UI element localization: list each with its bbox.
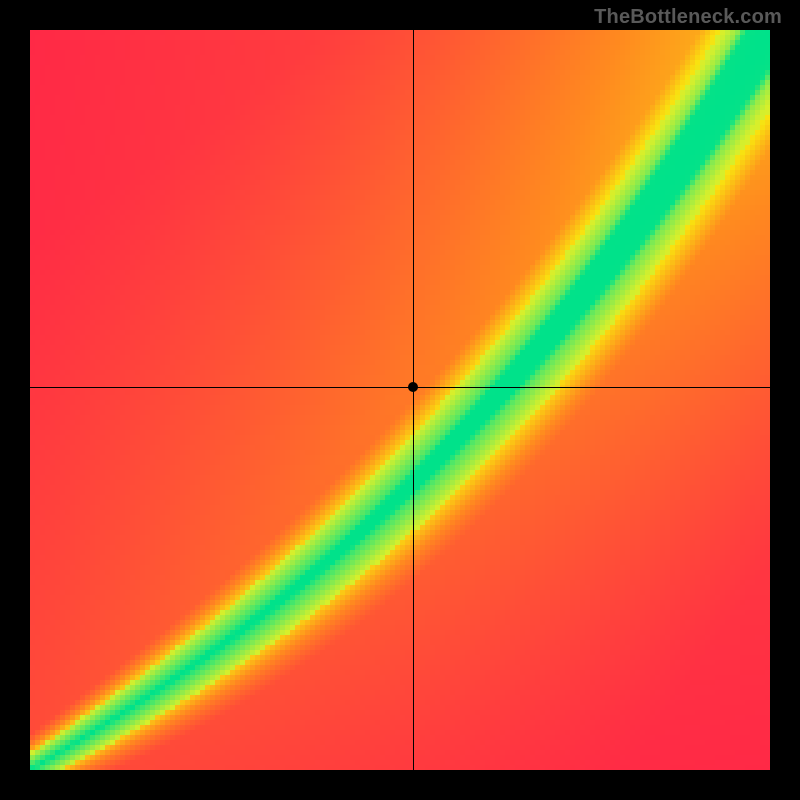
chart-frame: TheBottleneck.com (0, 0, 800, 800)
plot-area (30, 30, 770, 770)
watermark-text: TheBottleneck.com (594, 6, 782, 29)
crosshair-horizontal (30, 387, 770, 388)
crosshair-vertical (413, 30, 414, 770)
crosshair-marker (408, 382, 418, 392)
heatmap-canvas (30, 30, 770, 770)
